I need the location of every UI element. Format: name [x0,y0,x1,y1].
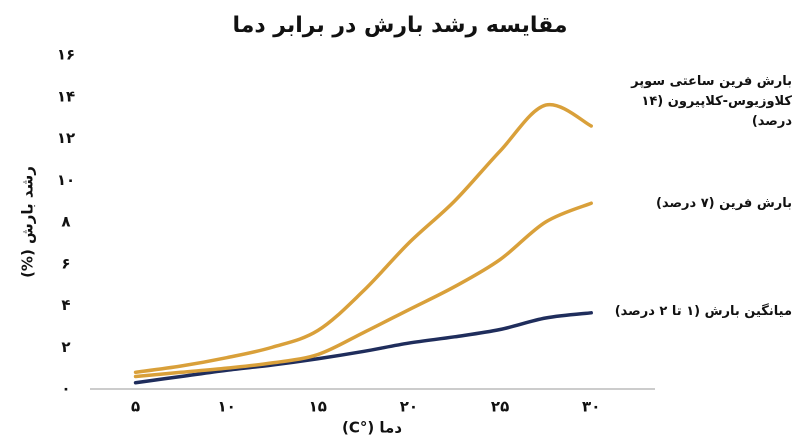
series-line [133,201,593,379]
y-axis-label: رشد بارش (%) [19,166,37,278]
x-tick-label: ۲۵ [491,398,509,416]
series-line [133,311,593,385]
y-tick-label: ۶ [61,254,70,272]
series-label: بارش فرین ساعتی سوپر کلاوزیوس-کلاپیرون (… [631,74,792,129]
y-tick-label: ۱۲ [57,129,75,147]
x-tick-label: ۳۰ [582,398,600,416]
series-label: میانگین بارش (۱ تا ۲ درصد) [614,304,792,319]
y-tick-label: ۱۰ [57,171,75,189]
y-tick-label: ۸ [61,213,70,231]
y-tick-label: ۰ [61,380,70,398]
y-tick-label: ۱۴ [57,87,75,105]
chart-title: مقایسه رشد بارش در برابر دما [232,13,567,38]
y-tick-label: ۱۶ [57,46,75,64]
y-tick-label: ۲ [61,338,70,356]
x-tick-label: ۲۰ [400,398,418,416]
series-label: بارش فرین (۷ درصد) [656,196,792,211]
x-axis-label: دما (°C) [342,419,402,437]
x-tick-label: ۱۵ [309,398,327,416]
series-line [133,102,593,375]
y-tick-label: ۴ [61,296,70,314]
x-tick-label: ۱۰ [218,398,236,416]
x-tick-label: ۵ [131,398,140,416]
